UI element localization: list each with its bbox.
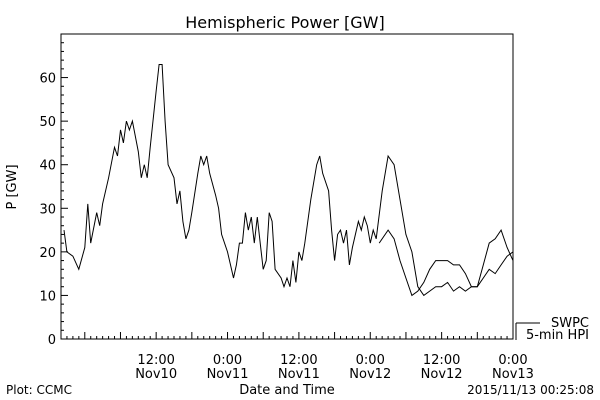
- x-tick-label-date: Nov13: [492, 367, 534, 382]
- x-tick-label-time: 0:00: [213, 353, 242, 368]
- y-axis-label: P [GW]: [5, 164, 20, 209]
- x-tick-label-date: Nov11: [278, 367, 320, 382]
- x-tick-label-date: Nov10: [135, 367, 177, 382]
- y-axis: 0 10 20 30 40 50 60: [39, 33, 68, 348]
- x-tick-label-time: 0:00: [356, 353, 385, 368]
- series-layer: [63, 64, 514, 297]
- y-tick-label: 0: [48, 333, 56, 348]
- x-tick-label-time: 12:00: [280, 353, 317, 368]
- x-tick-label-time: 12:00: [137, 353, 174, 368]
- plot-frame: [60, 33, 514, 340]
- x-axis: 12:00Nov100:00Nov1112:00Nov110:00Nov1212…: [60, 332, 534, 382]
- x-tick-label-time: 12:00: [423, 353, 460, 368]
- y-tick-label: 30: [39, 202, 56, 217]
- y-tick-label: 20: [39, 246, 56, 261]
- x-tick-label-date: Nov12: [421, 367, 463, 382]
- y-tick-label: 40: [39, 159, 56, 174]
- y-tick-label: 50: [39, 115, 56, 130]
- legend-label-hpi: 5-min HPI: [526, 328, 589, 343]
- plot-credit: Plot: CCMC: [6, 383, 72, 397]
- chart-title: Hemispheric Power [GW]: [185, 13, 384, 32]
- y-tick-label: 60: [39, 72, 56, 87]
- series-line-swpc: [63, 64, 514, 297]
- x-axis-label: Date and Time: [239, 383, 335, 398]
- x-tick-label-date: Nov11: [207, 367, 249, 382]
- y-tick-label: 10: [39, 289, 56, 304]
- plot-timestamp: 2015/11/13 00:25:08: [467, 383, 594, 397]
- x-tick-label-date: Nov12: [349, 367, 391, 382]
- legend-label-swpc: SWPC: [551, 316, 589, 331]
- series-line-5-min-hpi: [378, 229, 514, 297]
- x-tick-label-time: 0:00: [498, 353, 527, 368]
